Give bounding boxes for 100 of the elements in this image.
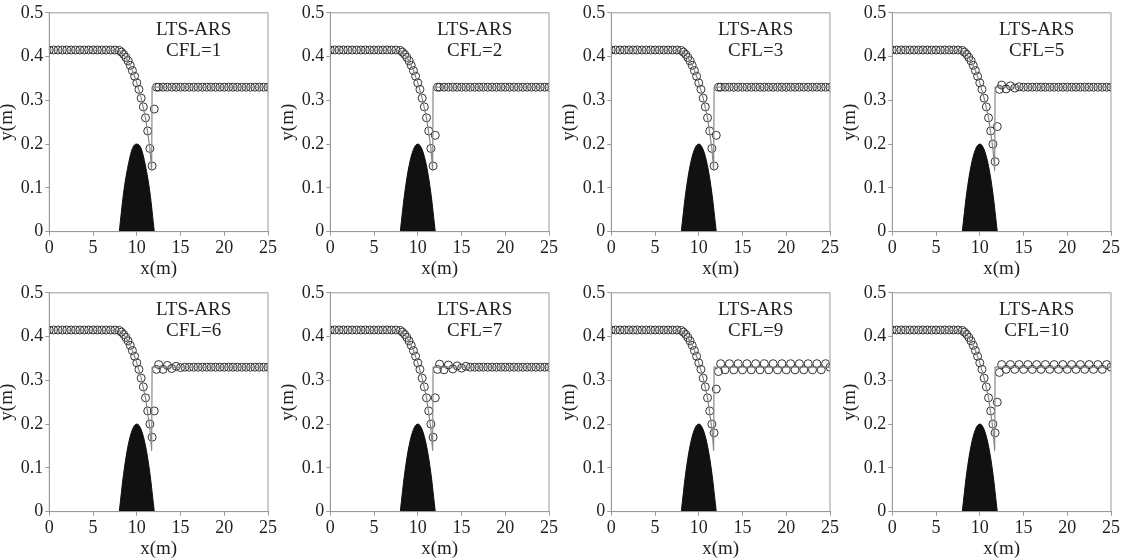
annotation: CFL=9 xyxy=(728,319,784,341)
y-tick-label: 0.1 xyxy=(20,176,44,197)
point xyxy=(347,325,357,335)
point xyxy=(794,359,804,369)
point xyxy=(197,82,207,92)
point xyxy=(97,45,107,55)
x-tick-label: 5 xyxy=(931,237,941,258)
annotation: CFL=5 xyxy=(1009,39,1065,61)
point xyxy=(990,428,1000,438)
point xyxy=(694,78,704,88)
point xyxy=(535,362,545,372)
point xyxy=(500,82,510,92)
point xyxy=(149,406,159,416)
point xyxy=(1049,360,1059,370)
point xyxy=(522,82,532,92)
point xyxy=(914,325,924,335)
x-tick-label: 25 xyxy=(259,237,277,258)
point xyxy=(984,393,994,403)
point xyxy=(387,325,397,335)
point xyxy=(944,325,954,335)
point xyxy=(145,143,155,153)
point xyxy=(990,157,1000,167)
point xyxy=(1036,82,1046,92)
point xyxy=(387,45,397,55)
y-tick-label: 0.5 xyxy=(582,1,606,22)
x-axis-title: x(m) xyxy=(421,536,459,559)
point xyxy=(540,82,549,92)
x-tick-label: 10 xyxy=(970,517,989,538)
point xyxy=(905,45,915,55)
x-tick-label: 25 xyxy=(540,237,558,258)
point xyxy=(692,351,702,361)
point xyxy=(970,66,980,76)
point xyxy=(1067,360,1077,370)
point xyxy=(540,362,549,372)
point xyxy=(1062,364,1072,374)
point xyxy=(1102,82,1111,92)
point xyxy=(755,365,765,375)
point xyxy=(909,325,919,335)
point xyxy=(1062,82,1072,92)
point xyxy=(88,325,98,335)
point xyxy=(62,45,72,55)
point xyxy=(944,45,954,55)
point xyxy=(428,432,438,442)
y-axis-title: y(m) xyxy=(838,383,861,421)
point xyxy=(892,325,902,335)
annotation: CFL=6 xyxy=(166,319,222,341)
point xyxy=(211,362,221,372)
point xyxy=(935,45,945,55)
point xyxy=(180,362,190,372)
point xyxy=(720,365,730,375)
point xyxy=(448,364,458,374)
point xyxy=(1032,360,1042,370)
point xyxy=(224,362,234,372)
point xyxy=(918,325,928,335)
point xyxy=(628,45,638,55)
point xyxy=(147,161,157,171)
x-tick-label: 20 xyxy=(777,237,796,258)
point xyxy=(611,45,621,55)
point xyxy=(141,393,151,403)
x-axis-title: x(m) xyxy=(702,256,740,279)
point xyxy=(624,325,634,335)
point xyxy=(1084,360,1094,370)
point xyxy=(141,113,151,123)
point xyxy=(426,419,436,429)
point xyxy=(1075,82,1085,92)
point xyxy=(1102,360,1111,370)
point xyxy=(132,358,142,368)
point xyxy=(106,325,116,335)
point xyxy=(650,325,660,335)
point xyxy=(821,359,830,369)
point xyxy=(461,361,471,371)
point xyxy=(448,82,458,92)
point xyxy=(1001,84,1011,94)
point xyxy=(654,325,664,335)
point xyxy=(918,45,928,55)
point xyxy=(513,362,523,372)
point xyxy=(505,82,515,92)
annotation: LTS-ARS xyxy=(155,18,232,40)
point xyxy=(184,82,194,92)
point xyxy=(470,362,480,372)
point xyxy=(84,45,94,55)
point xyxy=(1093,360,1103,370)
point xyxy=(751,359,761,369)
y-tick-label: 0.5 xyxy=(863,281,887,302)
point xyxy=(505,362,515,372)
x-tick-label: 15 xyxy=(733,237,752,258)
y-tick-label: 0.4 xyxy=(301,325,325,346)
point xyxy=(369,45,379,55)
x-tick-label: 25 xyxy=(1102,517,1120,538)
y-tick-label: 0.1 xyxy=(301,176,325,197)
x-tick-label: 5 xyxy=(369,237,379,258)
point xyxy=(1010,83,1020,93)
point xyxy=(417,93,427,103)
point xyxy=(406,60,416,70)
point xyxy=(922,45,932,55)
point xyxy=(619,45,629,55)
point xyxy=(994,84,1004,94)
y-tick-label: 0.2 xyxy=(863,132,887,153)
point xyxy=(237,82,247,92)
point xyxy=(406,340,416,350)
